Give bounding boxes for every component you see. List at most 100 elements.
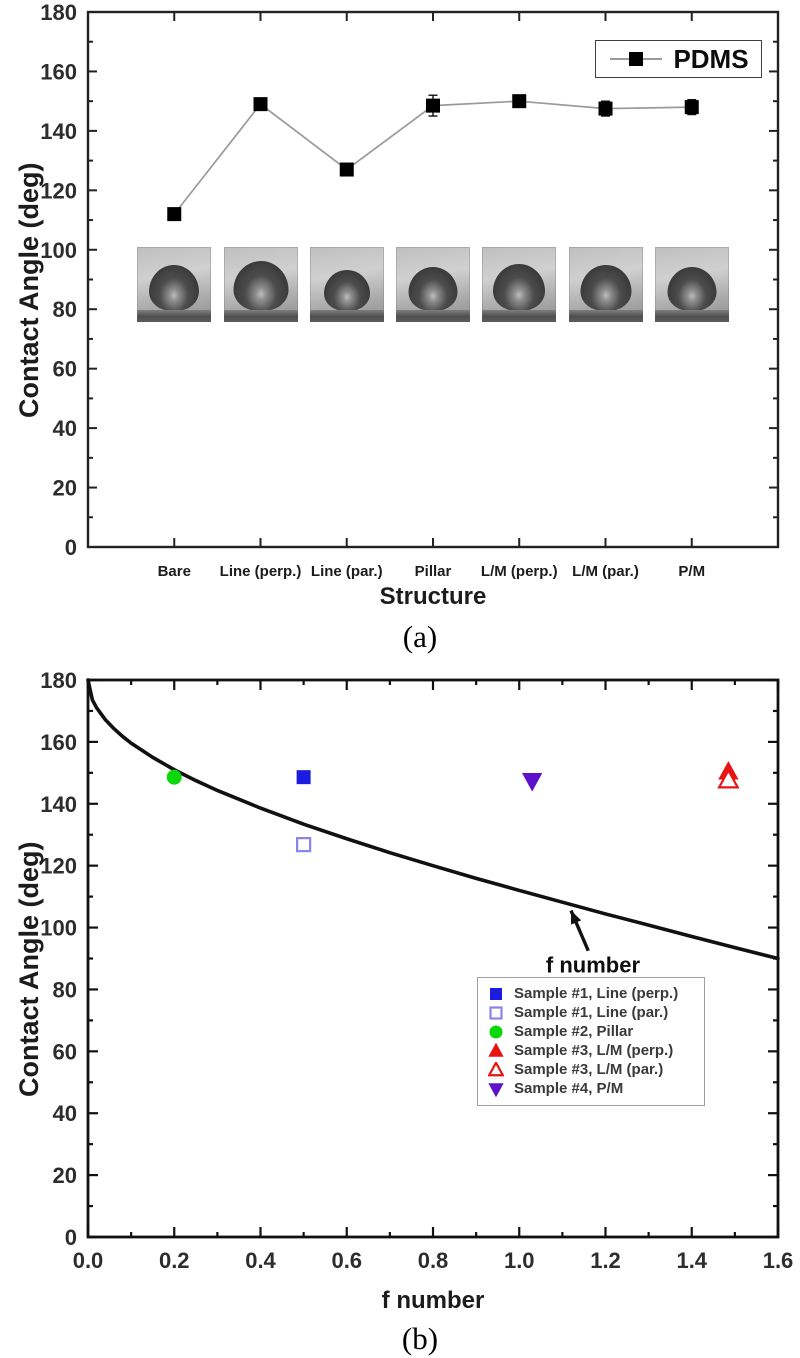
y-tick-label: 140 [40, 792, 77, 817]
legend-entry-label: Sample #4, P/M [514, 1080, 624, 1097]
data-point [522, 772, 543, 792]
x-tick-label: 0.8 [418, 1248, 449, 1273]
square-marker-icon [490, 987, 502, 1000]
y-tick-label: 180 [40, 0, 77, 25]
x-tick-label: 0.0 [73, 1248, 104, 1273]
category-label: P/M [678, 563, 705, 580]
pdms-series-line [173, 100, 692, 215]
droplet-photo [137, 247, 212, 322]
y-tick-label: 80 [53, 977, 77, 1002]
chart-a-ylabel: Contact Angle (deg) [14, 162, 44, 418]
legend-entry: Sample #1, Line (perp.) [488, 984, 698, 1003]
water-droplet [233, 261, 288, 311]
pdms-data-point [684, 100, 699, 115]
y-tick-label: 0 [65, 535, 77, 560]
y-tick-label: 60 [53, 1039, 77, 1064]
category-label: Pillar [415, 563, 452, 580]
pdms-data-point [167, 207, 182, 222]
y-tick-label: 160 [40, 59, 77, 84]
category-label: Bare [158, 563, 191, 580]
triangle-down-marker-icon [488, 1082, 504, 1097]
substrate-surface [223, 310, 298, 322]
chart-a-plot: 0 20 40 60 80 100 120 140 160 180 Bare Line (perp.)… [40, 0, 780, 580]
circle-glyph [489, 1025, 503, 1038]
y-tick-label: 180 [40, 668, 77, 693]
triangle-down-glyph [488, 1082, 504, 1097]
legend-entry-label: Sample #3, L/M (par.) [514, 1061, 664, 1078]
droplet-photo [309, 247, 384, 322]
y-tick-label: 40 [53, 1101, 77, 1126]
legend-entry: Sample #4, P/M [488, 1079, 698, 1098]
water-droplet [667, 267, 717, 311]
pdms-line-square-marker-icon [610, 52, 663, 66]
chart-b: 0 20 40 60 80 100 120 140 160 180 0.0 0.2 0.4 0.6 0.8 1… [0, 660, 800, 1358]
caption-a: (a) [402, 619, 438, 654]
legend-entry: Sample #3, L/M (par.) [488, 1060, 698, 1079]
square-glyph [490, 987, 502, 1000]
water-droplet [580, 265, 631, 311]
data-point [296, 770, 311, 785]
category-label: Line (par.) [311, 563, 383, 580]
water-droplet [408, 267, 458, 311]
y-tick-label: 80 [53, 297, 77, 322]
pdms-data-point [598, 101, 613, 116]
chart-b-xlabel: f number [381, 1287, 485, 1314]
y-tick-label: 120 [40, 854, 77, 879]
substrate-surface [309, 310, 384, 322]
legend-entry-label: Sample #1, Line (perp.) [514, 985, 679, 1002]
legend-entry: Sample #2, Pillar [488, 1022, 698, 1041]
y-tick-label: 0 [65, 1225, 77, 1250]
y-tick-label: 20 [53, 1163, 77, 1188]
category-label: L/M (par.) [572, 563, 639, 580]
triangle-up-glyph [488, 1042, 504, 1057]
droplet-photo [654, 247, 729, 322]
chart-a-xlabel: Structure [379, 583, 487, 610]
water-droplet [323, 270, 370, 311]
droplet-photo [223, 247, 298, 322]
substrate-surface [137, 310, 212, 322]
y-tick-label: 140 [40, 119, 77, 144]
cassie-baxter-curve [86, 678, 780, 961]
x-tick-label: 0.6 [331, 1248, 362, 1273]
substrate-surface [396, 310, 470, 322]
y-tick-label: 160 [40, 730, 77, 755]
water-droplet [149, 265, 200, 311]
y-tick-label: 120 [40, 178, 77, 203]
droplet-photo [396, 247, 470, 322]
data-point [166, 769, 182, 785]
chart-b-legend: Sample #1, Line (perp.) Sample #1, Line (… [477, 977, 705, 1106]
triangle-up-glyph [488, 1061, 504, 1076]
y-tick-label: 100 [40, 238, 77, 263]
circle-marker-icon [489, 1025, 503, 1038]
legend-entry-label: Sample #3, L/M (perp.) [514, 1042, 674, 1059]
chart-a: 0 20 40 60 80 100 120 140 160 180 Bare Line (perp.)… [0, 0, 800, 660]
chart-b-ylabel: Contact Angle (deg) [14, 841, 44, 1097]
substrate-surface [568, 310, 643, 322]
x-tick-label: 0.4 [245, 1248, 276, 1273]
droplet-photo [568, 247, 643, 322]
data-point [296, 837, 312, 853]
curve-annotation: f number [546, 953, 641, 978]
x-tick-label: 1.4 [676, 1248, 707, 1273]
data-point [717, 768, 740, 789]
pdms-data-point [426, 98, 440, 113]
category-label: Line (perp.) [220, 563, 302, 580]
legend-entry-label: Sample #1, Line (par.) [514, 1004, 669, 1021]
pdms-data-point [512, 94, 527, 109]
pdms-data-point [253, 97, 268, 112]
square-marker-icon [489, 1005, 503, 1020]
square-glyph [489, 1005, 503, 1020]
x-tick-label: 1.0 [504, 1248, 535, 1273]
droplet-photo [482, 247, 557, 322]
chart-a-legend: PDMS [595, 40, 762, 78]
caption-b: (b) [401, 1321, 439, 1356]
substrate-surface [654, 310, 729, 322]
category-label: L/M (perp.) [481, 563, 558, 580]
triangle-up-marker-icon [488, 1042, 504, 1057]
water-droplet [493, 264, 546, 311]
y-tick-label: 40 [53, 416, 77, 441]
substrate-surface [482, 310, 557, 322]
triangle-up-marker-icon [488, 1061, 504, 1076]
chart-b-frame [86, 678, 780, 1239]
